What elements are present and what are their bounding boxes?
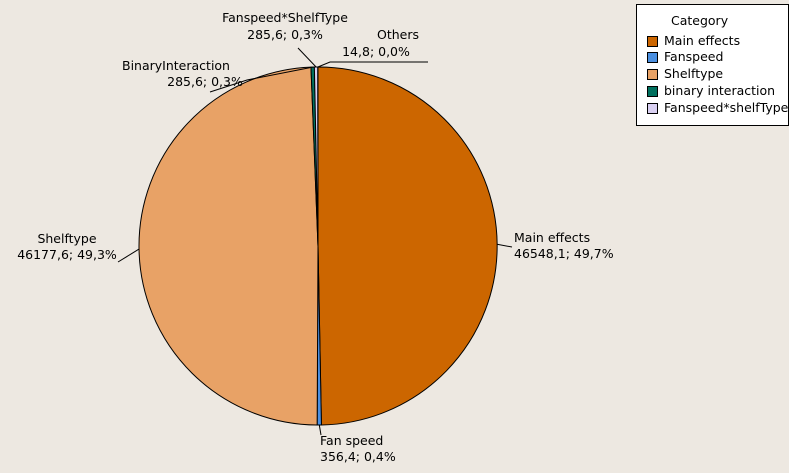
slice-label-others: Others 14,8; 0,0%: [342, 27, 419, 59]
legend-swatch: [647, 69, 658, 80]
legend: Category Main effects Fanspeed Shelftype…: [636, 4, 789, 126]
legend-label: Main effects: [664, 33, 741, 48]
legend-label: Fanspeed*shelfType: [664, 100, 789, 115]
legend-swatch: [647, 86, 658, 97]
legend-swatch: [647, 36, 658, 47]
leader-line-fan-speed: [318, 424, 322, 436]
pie-slice-shelftype: [138, 66, 319, 426]
legend-item-fanspeed: Fanspeed: [647, 49, 788, 65]
slice-label-name: Main effects: [514, 230, 590, 245]
leader-line-shelftype: [117, 248, 140, 263]
legend-item-main-effects: Main effects: [647, 33, 788, 49]
slice-label-name: BinaryInteraction: [122, 58, 230, 73]
legend-swatch: [647, 103, 658, 114]
legend-item-fanspeed-shelftype: Fanspeed*shelfType: [647, 100, 789, 116]
slices-layer: [138, 66, 498, 426]
slice-label-name: Fanspeed*ShelfType: [222, 10, 348, 25]
leader-line-binaryinteraction: [209, 66, 313, 93]
slice-label-value: 46177,6; 49,3%: [17, 247, 117, 262]
slice-label-value: 356,4; 0,4%: [320, 449, 396, 464]
legend-label: Fanspeed: [664, 49, 724, 64]
slice-label-main-effects: Main effects 46548,1; 49,7%: [514, 230, 614, 261]
slice-label-name: Others: [377, 27, 419, 42]
slice-label-value: 285,6; 0,3%: [167, 74, 243, 89]
legend-label: binary interaction: [664, 83, 776, 98]
legend-swatch: [647, 52, 658, 63]
slice-label-name: Fan speed: [320, 433, 383, 448]
slice-label-value: 46548,1; 49,7%: [514, 246, 614, 261]
slice-label-value: 14,8; 0,0%: [342, 44, 410, 59]
legend-item-shelftype: Shelftype: [647, 66, 788, 82]
leader-line-others: [317, 61, 428, 68]
legend-label: Shelftype: [664, 66, 724, 81]
legend-title: Category: [671, 13, 729, 28]
slice-label-shelftype: Shelftype 46177,6; 49,3%: [17, 231, 117, 262]
legend-item-binary-interaction: binary interaction: [647, 83, 788, 99]
slice-label-fan-speed: Fan speed 356,4; 0,4%: [320, 433, 396, 464]
slice-label-value: 285,6; 0,3%: [247, 27, 323, 42]
slice-label-fanspeed-shelftype: Fanspeed*ShelfType 285,6; 0,3%: [222, 10, 348, 42]
leader-line-main-effects: [496, 243, 513, 248]
slice-label-binary-interaction: BinaryInteraction 285,6; 0,3%: [122, 58, 243, 89]
leader-lines: [117, 47, 513, 436]
slice-label-name: Shelftype: [37, 231, 96, 246]
pie-slice-main-effects: [317, 66, 498, 426]
leader-line-fanspeed-shelftype: [297, 47, 317, 68]
